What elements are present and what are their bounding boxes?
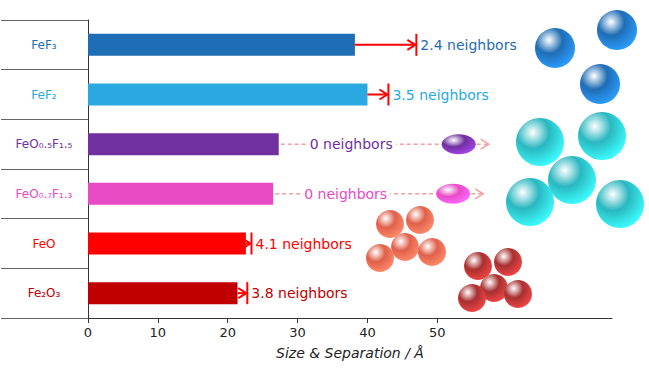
svg-text:50: 50: [429, 325, 446, 340]
svg-text:0 neighbors: 0 neighbors: [310, 136, 393, 152]
svg-text:10: 10: [150, 325, 167, 340]
svg-text:4.1 neighbors: 4.1 neighbors: [255, 236, 351, 252]
svg-text:3.8 neighbors: 3.8 neighbors: [251, 285, 347, 301]
svg-text:FeF₃: FeF₃: [31, 38, 57, 52]
svg-text:FeF₂: FeF₂: [31, 88, 57, 102]
svg-text:2.4 neighbors: 2.4 neighbors: [420, 37, 516, 53]
svg-text:FeO: FeO: [32, 237, 55, 251]
svg-text:FeO₀.₅F₁.₅: FeO₀.₅F₁.₅: [16, 137, 73, 151]
svg-text:0 neighbors: 0 neighbors: [304, 186, 387, 202]
svg-text:0: 0: [84, 325, 92, 340]
svg-text:FeO₀.₇F₁.₃: FeO₀.₇F₁.₃: [16, 187, 73, 201]
svg-text:Fe₂O₃: Fe₂O₃: [28, 286, 61, 300]
svg-text:40: 40: [359, 325, 376, 340]
svg-text:3.5 neighbors: 3.5 neighbors: [392, 87, 488, 103]
svg-text:30: 30: [289, 325, 306, 340]
svg-text:20: 20: [219, 325, 236, 340]
svg-text:Size & Separation / Å: Size & Separation / Å: [276, 345, 424, 361]
